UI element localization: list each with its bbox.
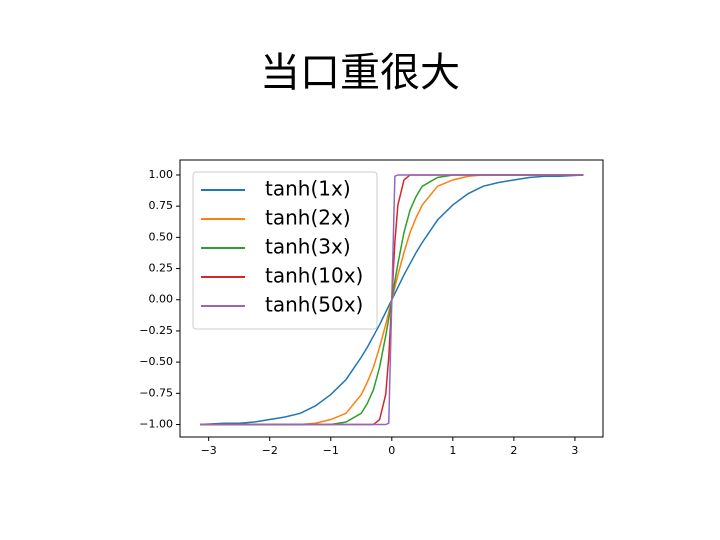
x-tick-label: −1: [323, 444, 339, 457]
legend-label: tanh(2x): [265, 206, 351, 230]
legend-label: tanh(10x): [265, 264, 363, 288]
legend-box: [192, 171, 378, 330]
x-tick-label: 0: [388, 444, 395, 457]
y-tick-label: −1.00: [139, 418, 173, 431]
y-tick-label: −0.50: [139, 355, 173, 368]
y-tick-label: −0.25: [139, 324, 173, 337]
y-tick-label: 1.00: [149, 168, 174, 181]
x-tick-label: −3: [201, 444, 217, 457]
x-tick-label: −2: [262, 444, 278, 457]
y-tick-label: 0.25: [149, 262, 174, 275]
legend-label: tanh(50x): [265, 293, 363, 317]
x-tick-label: 3: [571, 444, 578, 457]
x-tick-label: 1: [449, 444, 456, 457]
y-tick-label: 0.75: [149, 199, 174, 212]
y-tick-label: 0.00: [149, 293, 174, 306]
legend-label: tanh(1x): [265, 177, 351, 201]
legend-label: tanh(3x): [265, 235, 351, 259]
y-tick-label: 0.50: [149, 230, 174, 243]
x-tick-label: 2: [510, 444, 517, 457]
slide-title: 当口重很大: [260, 50, 460, 96]
line-series: [200, 174, 584, 426]
plot-frame: [179, 159, 604, 438]
y-tick-label: −0.75: [139, 386, 173, 399]
